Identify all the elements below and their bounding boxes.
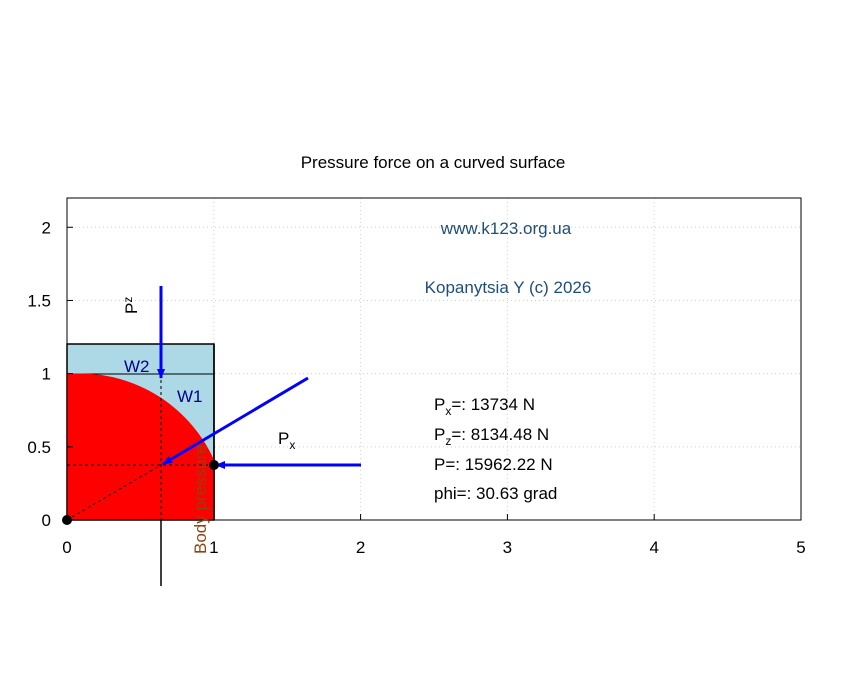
result-subscript: x [445, 404, 451, 418]
chart-title: Pressure force on a curved surface [301, 153, 566, 172]
px-subscript: x [289, 438, 295, 452]
w2-label: W2 [124, 357, 150, 376]
x-tick-label: 1 [209, 538, 218, 557]
y-tick-label: 0 [42, 511, 51, 530]
x-tick-label: 2 [356, 538, 365, 557]
x-tick-label: 3 [503, 538, 512, 557]
result: P=: 15962.22 N [434, 455, 553, 474]
y-tick-label: 0.5 [27, 438, 51, 457]
pz-subscript: z [121, 297, 135, 303]
y-tick-label: 1 [42, 365, 51, 384]
website: www.k123.org.ua [440, 219, 572, 238]
curved-body [67, 373, 214, 520]
plot-border [66, 197, 802, 521]
result-text: =: 8134.48 N [451, 425, 549, 444]
body-label: Body pressure [191, 444, 210, 554]
px-label: Px [278, 429, 295, 452]
result: phi=: 30.63 grad [434, 484, 557, 503]
x-tick-label: 5 [796, 538, 805, 557]
author: Kopanytsia Y (c) 2026 [425, 278, 592, 297]
result-symbol: P [434, 425, 445, 444]
px-symbol: P [278, 429, 289, 448]
y-tick-label: 2 [42, 218, 51, 237]
point [209, 460, 219, 470]
result-subscript: z [445, 434, 451, 448]
result-symbol: P [434, 395, 445, 414]
radius-line [66, 464, 162, 521]
result: Pz=: 8134.48 N [434, 425, 549, 448]
y-tick-label: 1.5 [27, 291, 51, 310]
result: Px=: 13734 N [434, 395, 535, 418]
result-text: =: 13734 N [451, 395, 535, 414]
w1-label: W1 [177, 387, 203, 406]
x-tick-label: 4 [649, 538, 658, 557]
pz-label: Pz [121, 297, 141, 314]
x-tick-label: 0 [62, 538, 71, 557]
pz-symbol: P [122, 303, 141, 314]
p-arrow [162, 376, 309, 466]
